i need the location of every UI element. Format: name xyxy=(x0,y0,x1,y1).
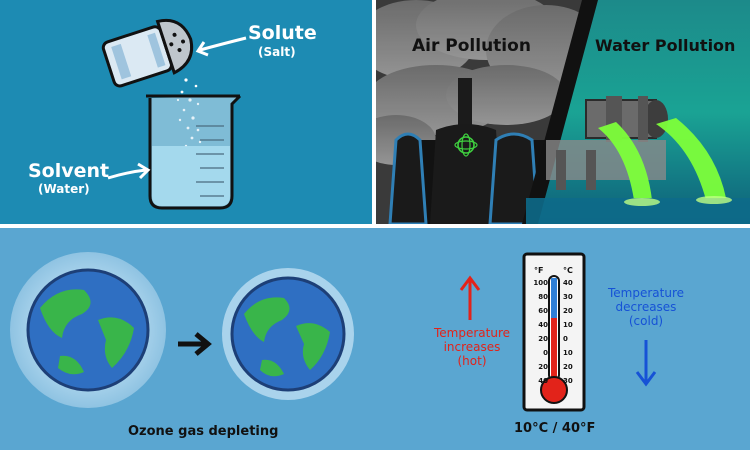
c-tick: 20 xyxy=(563,307,573,315)
salt-shaker-icon xyxy=(101,18,194,88)
solute-sub-label: (Salt) xyxy=(258,45,296,59)
c-tick: 30 xyxy=(563,377,573,385)
earth-depleted-ozone-icon xyxy=(222,268,354,400)
solvent-sub-label: (Water) xyxy=(38,182,90,196)
c-tick: 0 xyxy=(563,335,568,343)
pollution-panel: Air Pollution Water Pollution xyxy=(376,0,750,224)
celsius-scale: 40 30 20 10 0 10 20 30 xyxy=(563,279,583,391)
air-pollution-label: Air Pollution xyxy=(412,36,531,56)
c-tick: 20 xyxy=(563,363,573,371)
f-tick: 0 xyxy=(543,349,548,357)
pollution-illustration xyxy=(376,0,750,224)
temperature-increase-label: Temperature increases (hot) xyxy=(433,326,510,368)
thermometer-icon xyxy=(522,252,586,412)
c-tick: 30 xyxy=(563,293,573,301)
fahrenheit-scale: 100 80 60 40 20 0 20 40 xyxy=(528,279,548,391)
toxic-flow-left xyxy=(598,122,652,200)
solution-panel: Solute (Salt) Solvent (Water) xyxy=(0,0,372,224)
solute-label: Solute xyxy=(248,22,317,44)
bottom-illustration xyxy=(10,252,657,412)
ozone-caption: Ozone gas depleting xyxy=(128,424,279,439)
celsius-header: °C xyxy=(563,266,573,275)
f-tick: 100 xyxy=(533,279,548,287)
c-tick: 10 xyxy=(563,349,573,357)
f-tick: 40 xyxy=(538,377,548,385)
toxic-flow-right xyxy=(656,118,726,200)
fahrenheit-header: °F xyxy=(534,266,544,275)
f-tick: 80 xyxy=(538,293,548,301)
water-pollution-label: Water Pollution xyxy=(595,36,736,55)
temperature-reading: 10°C / 40°F xyxy=(514,421,596,436)
beaker-icon xyxy=(146,94,242,210)
vertical-divider xyxy=(372,0,376,224)
f-tick: 20 xyxy=(538,363,548,371)
f-tick: 40 xyxy=(538,321,548,329)
c-tick: 40 xyxy=(563,279,573,287)
f-tick: 20 xyxy=(538,335,548,343)
solvent-label: Solvent xyxy=(28,160,110,182)
solution-illustration xyxy=(101,18,247,210)
f-tick: 60 xyxy=(538,307,548,315)
arrow-to-salt-icon xyxy=(199,36,247,52)
arrow-to-water-icon xyxy=(107,168,147,180)
temperature-decrease-label: Temperature decreases (cold) xyxy=(607,286,684,328)
bottom-panel: °F °C 100 80 60 40 20 0 20 40 40 30 20 1… xyxy=(0,228,750,450)
earth-with-ozone-icon xyxy=(10,252,166,408)
c-tick: 10 xyxy=(563,321,573,329)
horizontal-divider xyxy=(0,224,750,228)
